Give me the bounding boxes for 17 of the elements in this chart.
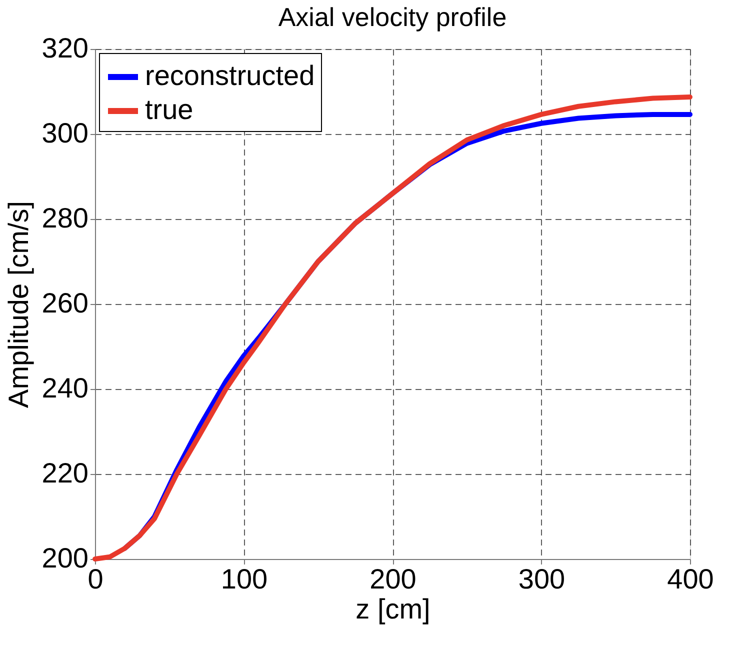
chart-title: Axial velocity profile — [278, 2, 507, 32]
y-axis-title: Amplitude [cm/s] — [2, 201, 34, 408]
x-tick-label: 100 — [220, 564, 268, 594]
legend-label: reconstructed — [145, 60, 315, 91]
y-tick-label: 280 — [42, 202, 88, 234]
x-tick-label: 0 — [88, 564, 104, 594]
y-tick-label: 320 — [42, 32, 88, 64]
y-tick-label: 300 — [42, 118, 88, 148]
x-tick-label: 200 — [370, 564, 416, 594]
y-tick-label: 220 — [42, 458, 88, 488]
x-axis-title: z [cm] — [356, 594, 430, 624]
y-tick-label: 200 — [42, 542, 88, 574]
legend-label: true — [145, 94, 194, 125]
y-tick-label: 240 — [42, 372, 88, 404]
y-tick-label: 260 — [42, 288, 88, 318]
x-tick-label: 400 — [667, 564, 714, 594]
x-tick-label: 300 — [518, 564, 566, 594]
